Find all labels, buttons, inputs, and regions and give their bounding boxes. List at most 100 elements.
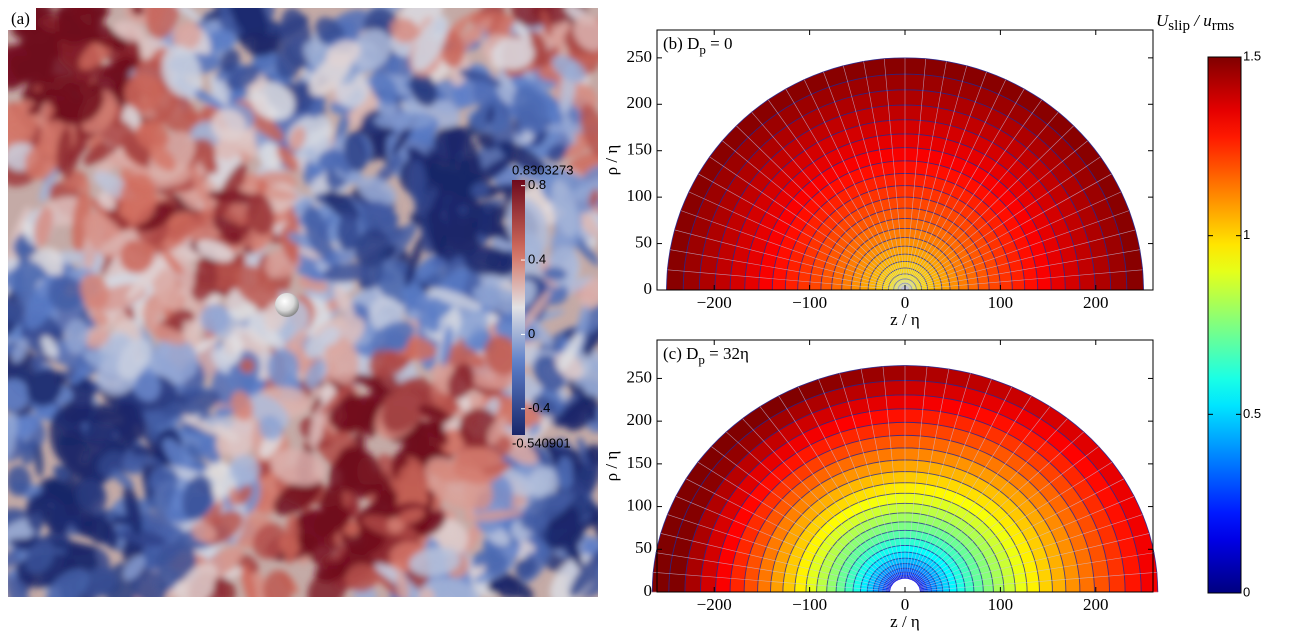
contour-cell: [887, 90, 905, 106]
contour-cell: [798, 281, 810, 290]
contour-cell: [745, 567, 760, 581]
contour-cell: [897, 197, 905, 208]
x-tick-label: −200: [697, 595, 732, 614]
contour-cell: [667, 270, 685, 290]
contour-cell: [1126, 270, 1144, 290]
y-axis-label: ρ / η: [602, 451, 621, 482]
contour-cell: [905, 522, 912, 531]
contour-cell: [821, 283, 832, 290]
contour-cell: [716, 563, 732, 579]
title-part: (b) D: [663, 34, 699, 53]
contour-cell: [905, 409, 923, 423]
contour-cell: [1064, 565, 1080, 580]
colorbar-tick-label: -0.4: [528, 400, 550, 415]
contour-cell: [883, 366, 905, 382]
title-part: (c) D: [663, 344, 698, 363]
contour-cell: [905, 161, 917, 174]
contour-cell: [905, 483, 916, 494]
contour-cell: [886, 74, 905, 90]
contour-cell: [922, 410, 941, 425]
contour-cell: [716, 577, 731, 592]
contour-cell: [864, 381, 886, 398]
x-tick-label: 200: [1083, 293, 1109, 312]
contour-cell: [1110, 271, 1127, 290]
contour-cell: [1079, 274, 1095, 290]
colorbar-tick-label: 0.5: [1243, 406, 1261, 421]
contour-cell: [905, 74, 924, 90]
contour-cell: [905, 493, 915, 503]
contour-cell: [685, 575, 701, 592]
contour-cell: [1039, 581, 1052, 593]
y-tick-label: 150: [627, 453, 653, 472]
contour-cell: [922, 91, 941, 108]
contour-cell: [920, 106, 938, 123]
contour-cell: [1015, 583, 1027, 593]
colorbar-tick-label: 0.4: [528, 251, 546, 266]
contour-cell: [1092, 560, 1109, 577]
contour-cell: [827, 586, 837, 592]
contour-cell: [1063, 260, 1079, 276]
label-part: slip: [1168, 18, 1190, 34]
contour-cell: [1079, 577, 1094, 592]
y-tick-label: 200: [627, 93, 653, 112]
contour-cell: [869, 91, 888, 108]
colorbar-label: Uslip / urms: [1156, 11, 1234, 35]
contour-cell: [898, 208, 905, 219]
contour-cell: [989, 282, 1001, 290]
contour-cell: [1140, 572, 1158, 592]
contour-cell: [905, 186, 914, 198]
y-tick-label: 150: [627, 140, 653, 159]
contour-cell: [872, 106, 890, 123]
colorbar-tick-label: 0: [528, 326, 535, 341]
label-part: / u: [1190, 11, 1212, 30]
contour-cell: [877, 448, 892, 462]
contour-cell: [806, 584, 817, 592]
x-axis-label: z / η: [890, 612, 920, 631]
x-tick-label: 200: [1083, 595, 1109, 614]
contour-cell: [905, 148, 918, 162]
contour-cell: [891, 134, 905, 148]
contour-cell: [872, 423, 890, 438]
contour-cell: [978, 283, 989, 290]
contour-cell: [895, 493, 905, 503]
contour-cell: [890, 120, 905, 135]
contour-cell: [731, 565, 747, 580]
contour-cell: [905, 381, 926, 396]
contour-cell: [905, 366, 927, 382]
contour-cell: [870, 410, 889, 425]
contour-cell: [701, 560, 718, 577]
contour-cell: [730, 578, 745, 592]
panel-label: (a): [11, 9, 30, 28]
y-tick-label: 0: [644, 279, 653, 298]
contour-cell: [926, 367, 949, 384]
contour-cell: [919, 120, 935, 136]
y-tick-label: 50: [635, 232, 652, 251]
title-part: = 0: [706, 34, 733, 53]
panel-title: (b) Dp = 0: [663, 34, 732, 57]
colorbar: [512, 180, 525, 435]
y-tick-label: 100: [627, 186, 653, 205]
contour-cell: [1052, 579, 1066, 592]
contour-cell: [1037, 278, 1051, 290]
y-tick-label: 50: [635, 538, 652, 557]
contour-cell: [670, 555, 689, 575]
contour-cell: [669, 574, 686, 592]
contour-cell: [810, 282, 822, 290]
colorbar-min-label: -0.540901: [512, 435, 571, 450]
contour-cell: [905, 460, 918, 472]
colorbar-max-label: 0.8303273: [512, 162, 573, 177]
contour-cell: [1065, 578, 1080, 592]
contour-cell: [1012, 280, 1025, 290]
contour-cell: [905, 422, 922, 436]
contour-cell: [888, 105, 905, 120]
contour-cell: [919, 436, 935, 450]
contour-cell: [1109, 575, 1125, 592]
contour-cell: [652, 572, 670, 592]
contour-cell: [884, 58, 905, 75]
contour-cell: [896, 503, 905, 513]
contour-cell: [886, 395, 905, 410]
x-tick-label: −100: [792, 595, 827, 614]
flow-field: [0, 0, 629, 624]
y-axis-label: ρ / η: [602, 145, 621, 176]
contour-cell: [716, 258, 733, 275]
